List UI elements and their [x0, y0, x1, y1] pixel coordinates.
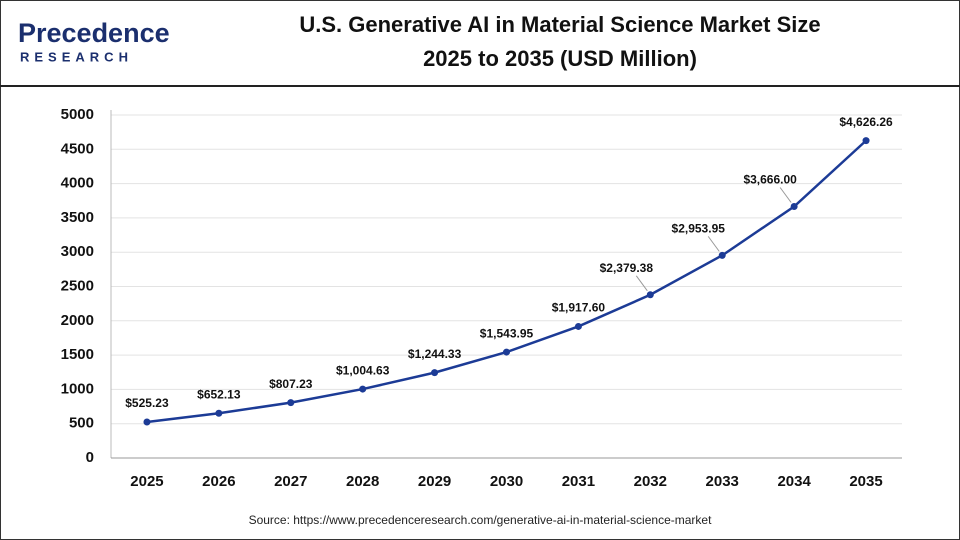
y-tick-label: 4500	[61, 140, 94, 157]
point	[718, 251, 726, 259]
logo-tagline: RESEARCH	[20, 49, 133, 64]
value-label: $807.23	[269, 377, 313, 391]
value-label: $2,379.38	[600, 261, 654, 275]
point	[790, 203, 798, 211]
value-label: $3,666.00	[743, 173, 797, 187]
point	[143, 418, 151, 426]
chart-title: U.S. Generative AI in Material Science M…	[299, 12, 820, 37]
y-tick-label: 2000	[61, 312, 94, 329]
y-tick-label: 0	[86, 449, 94, 466]
x-tick-label: 2031	[562, 473, 595, 490]
y-tick-label: 5000	[61, 106, 94, 123]
point	[574, 322, 582, 330]
x-tick-label: 2025	[130, 473, 163, 490]
leader-line	[635, 275, 648, 292]
x-tick-label: 2027	[274, 473, 307, 490]
y-tick-label: 1000	[61, 380, 94, 397]
point	[359, 385, 367, 393]
point	[215, 409, 223, 417]
y-tick-label: 3000	[61, 243, 94, 260]
x-tick-label: 2035	[849, 473, 882, 490]
point	[503, 348, 510, 356]
value-label: $525.23	[125, 396, 169, 410]
point	[646, 291, 654, 299]
source: Source: https://www.precedenceresearch.c…	[249, 513, 713, 527]
x-tick-label: 2026	[202, 473, 235, 490]
value-label: $652.13	[197, 387, 241, 401]
y-tick-label: 2500	[61, 277, 94, 294]
leader-line	[779, 187, 792, 203]
x-tick-label: 2033	[706, 473, 739, 490]
point	[287, 399, 295, 407]
x-tick-label: 2028	[346, 473, 379, 490]
logo-name: Precedence	[18, 18, 170, 48]
value-label: $1,543.95	[480, 326, 534, 340]
value-label: $2,953.95	[672, 222, 726, 236]
point	[431, 369, 439, 377]
y-tick-label: 500	[69, 415, 94, 432]
point	[862, 137, 870, 145]
chart-subtitle: 2025 to 2035 (USD Million)	[423, 46, 697, 71]
x-tick-label: 2029	[418, 473, 451, 490]
value-label: $1,917.60	[552, 301, 606, 315]
y-tick-label: 4000	[61, 175, 94, 192]
value-label: $4,626.26	[839, 115, 893, 129]
leader-line	[707, 236, 720, 252]
value-label: $1,244.33	[408, 347, 462, 361]
x-tick-label: 2030	[490, 473, 523, 490]
x-tick-label: 2034	[777, 473, 811, 490]
y-tick-label: 1500	[61, 346, 94, 363]
y-tick-label: 3500	[61, 209, 94, 226]
x-tick-label: 2032	[634, 473, 667, 490]
value-label: $1,004.63	[336, 363, 390, 377]
